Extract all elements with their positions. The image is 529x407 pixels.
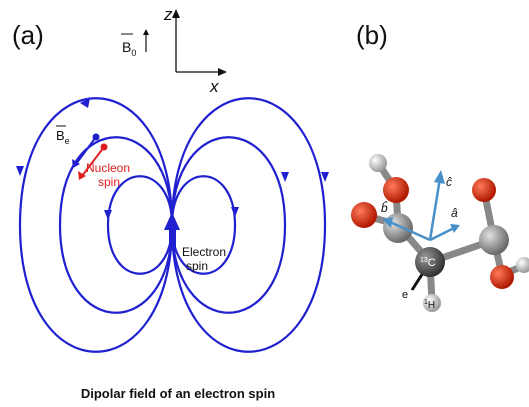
field-arrow (104, 210, 112, 220)
axes: z x (163, 5, 227, 96)
local-field-dot (93, 134, 100, 141)
caption: Dipolar field of an electron spin (81, 386, 275, 401)
electron-label: Electron (182, 245, 226, 259)
field-arrow (231, 207, 239, 217)
b0-symbol: B0 (121, 29, 149, 58)
hydrogen-symbol: H (428, 300, 435, 311)
atom (351, 202, 377, 228)
x-arrowhead (218, 68, 227, 76)
atom (490, 265, 514, 289)
b0-subscript: 0 (131, 48, 136, 58)
atom (472, 178, 496, 202)
figure: (a) B0 z x Be Nucle (0, 0, 529, 407)
b0-symbol-text: B (122, 39, 131, 55)
axis-arrowhead (434, 170, 445, 184)
electron-label: spin (186, 259, 208, 273)
field-arrow (321, 172, 329, 182)
be-subscript: e (65, 136, 70, 146)
panel-label: (a) (12, 20, 44, 50)
field-line (172, 98, 325, 352)
z-arrowhead (172, 9, 180, 18)
axis-c-label: ĉ (446, 175, 452, 189)
x-label: x (209, 77, 219, 96)
field-line (172, 137, 285, 313)
nucleon-label: spin (98, 175, 120, 189)
nucleon-spin-dot (101, 144, 108, 151)
z-label: z (163, 5, 173, 24)
field-arrow (281, 172, 289, 182)
be-text: Be (56, 128, 70, 146)
b0-arrowhead (143, 29, 149, 35)
carbon-mass: 13 (420, 257, 428, 264)
carbon-symbol: C (428, 257, 436, 269)
atom (479, 225, 509, 255)
axis-a-label: â (451, 206, 458, 220)
nucleon-label: Nucleon (86, 161, 130, 175)
field-arrow (16, 166, 24, 176)
panel-label: (b) (356, 20, 388, 50)
atom (369, 154, 387, 172)
atom (383, 177, 409, 203)
electron-spin-arrow (164, 212, 180, 230)
axis-a (430, 228, 454, 240)
be-symbol: B (56, 128, 65, 143)
axis-b-label: b̂ (381, 200, 388, 215)
field-line (108, 176, 172, 274)
axis-c (430, 178, 440, 240)
electron-spin-body (169, 228, 176, 248)
atom (383, 213, 413, 243)
b0-text: B0 (122, 39, 136, 58)
electron-symbol: e (402, 289, 408, 301)
